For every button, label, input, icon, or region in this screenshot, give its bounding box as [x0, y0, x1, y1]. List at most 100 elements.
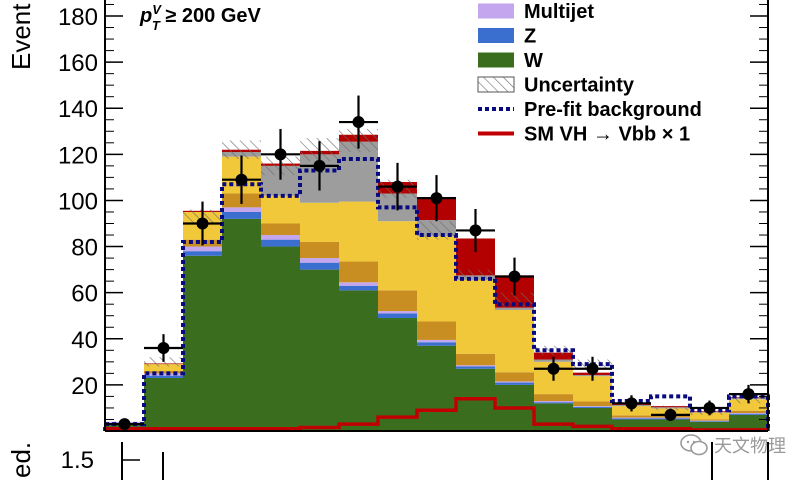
bar-w_dark-11 [534, 403, 573, 431]
bar-top_dark-8 [417, 321, 456, 339]
bar-top_dark-7 [378, 290, 417, 311]
bar-w_dark-3 [222, 219, 261, 431]
data-point-6 [353, 116, 365, 128]
lower-panel-tick-label: 1.5 [61, 447, 94, 474]
data-point-12 [587, 363, 599, 375]
y-tick-label-60: 60 [71, 281, 98, 308]
bar-top_dark-12 [573, 401, 612, 406]
bar-top_light-7 [378, 221, 417, 290]
data-point-7 [392, 181, 404, 193]
bar-multijet-7 [378, 311, 417, 313]
bar-z_blue-9 [456, 366, 495, 368]
legend-label-4: Pre-fit background [524, 99, 702, 121]
bar-w_dark-2 [183, 256, 222, 431]
bar-top_light-6 [339, 202, 378, 262]
bar-w_dark-4 [261, 247, 300, 431]
legend-swatch-3 [478, 77, 514, 92]
data-point-16 [743, 388, 755, 400]
data-point-0 [119, 418, 131, 430]
bar-w_dark-1 [144, 378, 183, 431]
y-tick-label-20: 20 [71, 373, 98, 400]
wechat-icon [680, 434, 708, 456]
bar-multijet-11 [534, 401, 573, 402]
bar-w_dark-6 [339, 290, 378, 431]
bar-top_dark-10 [495, 372, 534, 381]
bar-w_dark-7 [378, 318, 417, 431]
y-tick-label-180: 180 [58, 4, 98, 31]
data-point-2 [197, 218, 209, 230]
data-point-8 [431, 192, 443, 204]
data-point-15 [704, 402, 716, 414]
bar-z_blue-12 [573, 407, 612, 408]
legend-label-2: W [524, 50, 543, 72]
bar-top_light-9 [456, 280, 495, 354]
bar-multijet-4 [261, 235, 300, 240]
legend-label-0: Multijet [524, 1, 594, 23]
bar-z_blue-8 [417, 342, 456, 345]
watermark-text: 天文物理 [714, 432, 786, 458]
bar-multijet-13 [612, 418, 651, 419]
bar-w_dark-5 [300, 270, 339, 431]
bar-top_dark-9 [456, 354, 495, 366]
bar-multijet-10 [495, 381, 534, 382]
bar-z_blue-6 [339, 286, 378, 291]
bar-top_dark-11 [534, 394, 573, 401]
lower-panel-y-title: ed. [6, 442, 36, 478]
data-point-1 [158, 342, 170, 354]
bar-multijet-5 [300, 258, 339, 263]
bar-top_dark-4 [261, 224, 300, 236]
bar-multijet-9 [456, 365, 495, 366]
y-tick-labels: 20 40 60 80 100 120 140 160 180 [58, 4, 98, 400]
bar-grey-10 [495, 308, 534, 310]
y-tick-label-140: 140 [58, 96, 98, 123]
data-point-5 [314, 160, 326, 172]
bar-top_light-5 [300, 203, 339, 242]
bar-z_blue-10 [495, 383, 534, 385]
bar-multijet-16 [729, 413, 768, 414]
data-point-11 [548, 363, 560, 375]
data-point-9 [470, 224, 482, 236]
bar-z_blue-1 [144, 376, 183, 378]
legend-label-5: SM VH → Vbb × 1 [524, 124, 690, 146]
data-point-13 [626, 397, 638, 409]
legend-swatch-1 [478, 28, 514, 43]
y-tick-label-120: 120 [58, 142, 98, 169]
data-point-3 [236, 174, 248, 186]
bar-top_light-4 [261, 196, 300, 224]
bar-multijet-6 [339, 282, 378, 285]
bar-top_dark-16 [729, 411, 768, 413]
y-tick-label-80: 80 [71, 235, 98, 262]
bar-top_light-8 [417, 236, 456, 321]
y-tick-label-40: 40 [71, 327, 98, 354]
bar-z_blue-15 [690, 421, 729, 422]
bar-z_blue-13 [612, 418, 651, 419]
bar-multijet-12 [573, 406, 612, 407]
watermark: 天文物理 [680, 430, 786, 460]
y-axis-title: Event [6, 3, 36, 70]
bar-top_dark-13 [612, 415, 651, 417]
data-point-10 [509, 271, 521, 283]
bar-top_dark-6 [339, 262, 378, 283]
data-point-4 [275, 148, 287, 160]
bar-multijet-8 [417, 340, 456, 342]
bar-z_blue-11 [534, 402, 573, 403]
bar-z_blue-16 [729, 414, 768, 415]
bar-multijet-2 [183, 247, 222, 252]
bar-z_blue-2 [183, 251, 222, 256]
bar-z_blue-3 [222, 212, 261, 219]
bar-top_light-10 [495, 310, 534, 372]
bar-z_blue-4 [261, 240, 300, 247]
y-tick-label-160: 160 [58, 50, 98, 77]
bar-top_dark-5 [300, 242, 339, 258]
y-tick-label-100: 100 [58, 188, 98, 215]
legend-label-3: Uncertainty [524, 75, 635, 97]
legend-label-1: Z [524, 26, 536, 48]
legend-swatch-0 [478, 4, 514, 19]
data-point-14 [665, 409, 677, 421]
bar-w_dark-8 [417, 346, 456, 431]
bar-z_blue-7 [378, 313, 417, 318]
